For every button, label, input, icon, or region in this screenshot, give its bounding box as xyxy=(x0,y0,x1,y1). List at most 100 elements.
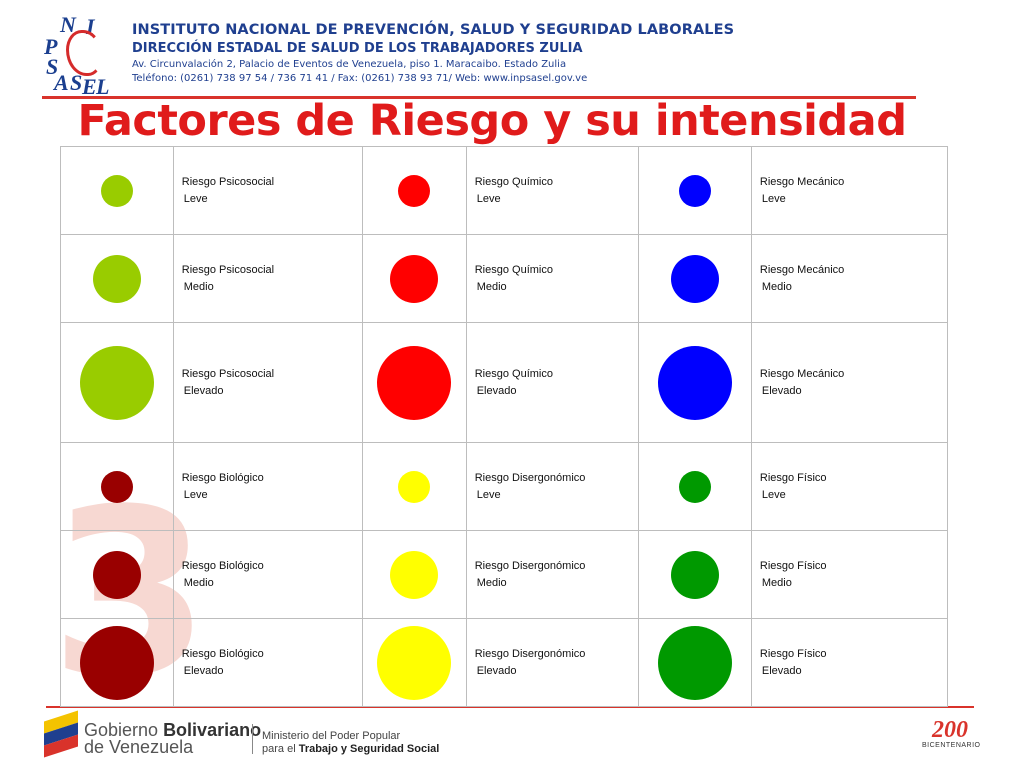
risk-type: Riesgo Físico xyxy=(759,559,827,572)
risk-label-cell: Riesgo Disergonómico Leve xyxy=(465,442,640,531)
ministry-line1: Ministerio del Poder Popular xyxy=(262,730,401,742)
bicentennial-number-a: 2 xyxy=(932,717,944,743)
government-name-prefix: Gobierno xyxy=(84,720,164,740)
risk-dot-cell xyxy=(60,146,174,235)
risk-label-cell: Riesgo Biológico Medio xyxy=(172,530,363,619)
table-row: Riesgo Psicosocial Leve Riesgo Químico Leve… xyxy=(60,146,949,235)
risk-label-cell: Riesgo Físico Medio xyxy=(750,530,949,619)
risk-intensity-dot xyxy=(92,550,141,599)
risk-level: Elevado xyxy=(476,384,517,397)
risk-dot-cell xyxy=(60,322,174,443)
risk-type: Riesgo Psicosocial xyxy=(181,263,275,276)
table-row: Riesgo Biológico Elevado Riesgo Disergonóm… xyxy=(60,618,949,707)
risk-label-cell: Riesgo Físico Leve xyxy=(750,442,949,531)
risk-label: Riesgo Químico Leve xyxy=(467,174,638,208)
risk-level: Elevado xyxy=(761,384,802,397)
risk-level: Medio xyxy=(476,280,507,293)
footer-separator xyxy=(252,724,253,754)
risk-level: Medio xyxy=(761,280,792,293)
risk-dot-cell xyxy=(638,322,752,443)
risk-intensity-dot xyxy=(398,470,431,503)
direction-name: DIRECCIÓN ESTADAL DE SALUD DE LOS TRABAJ… xyxy=(132,41,583,56)
institute-name: INSTITUTO NACIONAL DE PREVENCIÓN, SALUD … xyxy=(132,22,735,38)
risk-level: Elevado xyxy=(183,384,224,397)
risk-intensity-dot xyxy=(100,470,133,503)
risk-type: Riesgo Mecánico xyxy=(759,263,845,276)
risk-level: Leve xyxy=(761,488,786,501)
risk-dot-cell xyxy=(60,618,174,707)
risk-level: Medio xyxy=(183,280,214,293)
risk-label: Riesgo Químico Medio xyxy=(467,262,638,296)
risk-type: Riesgo Disergonómico xyxy=(474,647,586,660)
logo-letter: N xyxy=(60,12,76,37)
risk-label: Riesgo Biológico Elevado xyxy=(174,646,362,680)
risk-dot-cell xyxy=(60,234,174,323)
risk-intensity-dot xyxy=(658,345,732,420)
risk-label: Riesgo Psicosocial Leve xyxy=(174,174,362,208)
risk-dot-cell xyxy=(638,530,752,619)
address-line: Av. Circunvalación 2, Palacio de Eventos… xyxy=(132,59,567,70)
table-row: Riesgo Psicosocial Elevado Riesgo Químico E… xyxy=(60,322,949,443)
risk-level: Leve xyxy=(183,488,208,501)
risk-type: Riesgo Biológico xyxy=(181,471,264,484)
risk-level: Elevado xyxy=(761,664,802,677)
ministry-line2-bold: Trabajo y Seguridad Social xyxy=(298,743,440,755)
risk-type: Riesgo Químico xyxy=(474,263,553,276)
ministry-line2-prefix: para el xyxy=(262,743,299,755)
risk-label-cell: Riesgo Químico Elevado xyxy=(465,322,640,443)
risk-dot-cell xyxy=(638,618,752,707)
risk-label-cell: Riesgo Mecánico Medio xyxy=(750,234,949,323)
logo-letter: S xyxy=(46,54,59,79)
risk-label-cell: Riesgo Disergonómico Medio xyxy=(465,530,640,619)
risk-intensity-dot xyxy=(679,174,711,207)
risk-label-cell: Riesgo Mecánico Elevado xyxy=(750,322,949,443)
risk-label: Riesgo Disergonómico Leve xyxy=(467,470,638,504)
page-title: Factores de Riesgo y su intensidad xyxy=(77,96,907,146)
risk-dot-cell xyxy=(60,530,174,619)
venezuela-flag-icon xyxy=(44,710,78,758)
risk-label: Riesgo Disergonómico Elevado xyxy=(467,646,638,680)
bicentennial-logo: 200 BICENTENARIO xyxy=(922,718,981,749)
risk-level: Leve xyxy=(761,192,786,205)
risk-label: Riesgo Disergonómico Medio xyxy=(467,558,638,592)
risk-intensity-dot xyxy=(671,254,719,303)
risk-dot-cell xyxy=(638,146,752,235)
risk-level: Leve xyxy=(476,192,501,205)
government-country: de Venezuela xyxy=(84,737,194,757)
risk-label: Riesgo Mecánico Elevado xyxy=(752,366,947,400)
risk-level: Elevado xyxy=(476,664,517,677)
table-row: Riesgo Biológico Medio Riesgo Disergonómic… xyxy=(60,530,949,619)
bicentennial-label: BICENTENARIO xyxy=(922,742,981,749)
risk-intensity-dot xyxy=(390,550,439,599)
risk-label: Riesgo Biológico Medio xyxy=(174,558,362,592)
ministry-line2: para el Trabajo y Seguridad Social xyxy=(262,743,439,755)
risk-label-cell: Riesgo Psicosocial Elevado xyxy=(172,322,363,443)
risk-dot-cell xyxy=(361,442,467,531)
risk-label: Riesgo Físico Leve xyxy=(752,470,947,504)
risk-dot-cell xyxy=(60,442,174,531)
risk-label-cell: Riesgo Biológico Elevado xyxy=(172,618,363,707)
risk-type: Riesgo Biológico xyxy=(181,647,264,660)
risk-type: Riesgo Químico xyxy=(474,175,553,188)
logo-letter: E xyxy=(82,74,97,99)
risk-type: Riesgo Disergonómico xyxy=(474,471,586,484)
risk-type: Riesgo Psicosocial xyxy=(181,367,275,380)
risk-intensity-dot xyxy=(377,625,452,700)
risk-dot-cell xyxy=(361,322,467,443)
risk-intensity-dot xyxy=(679,470,711,503)
risk-level: Medio xyxy=(183,576,214,589)
risk-level: Leve xyxy=(476,488,501,501)
risk-type: Riesgo Químico xyxy=(474,367,553,380)
table-row: Riesgo Psicosocial Medio Riesgo Químico Med… xyxy=(60,234,949,323)
risk-intensity-dot xyxy=(398,174,431,207)
risk-dot-cell xyxy=(361,618,467,707)
bicentennial-number: 200 xyxy=(922,718,978,742)
risk-label-cell: Riesgo Psicosocial Leve xyxy=(172,146,363,235)
risk-label: Riesgo Químico Elevado xyxy=(467,366,638,400)
risk-label-cell: Riesgo Químico Medio xyxy=(465,234,640,323)
risk-intensity-dot xyxy=(92,254,141,303)
risk-level: Leve xyxy=(183,192,208,205)
footer-divider xyxy=(46,706,974,708)
logo-letter: S xyxy=(70,70,83,95)
risk-intensity-dot xyxy=(390,254,439,303)
